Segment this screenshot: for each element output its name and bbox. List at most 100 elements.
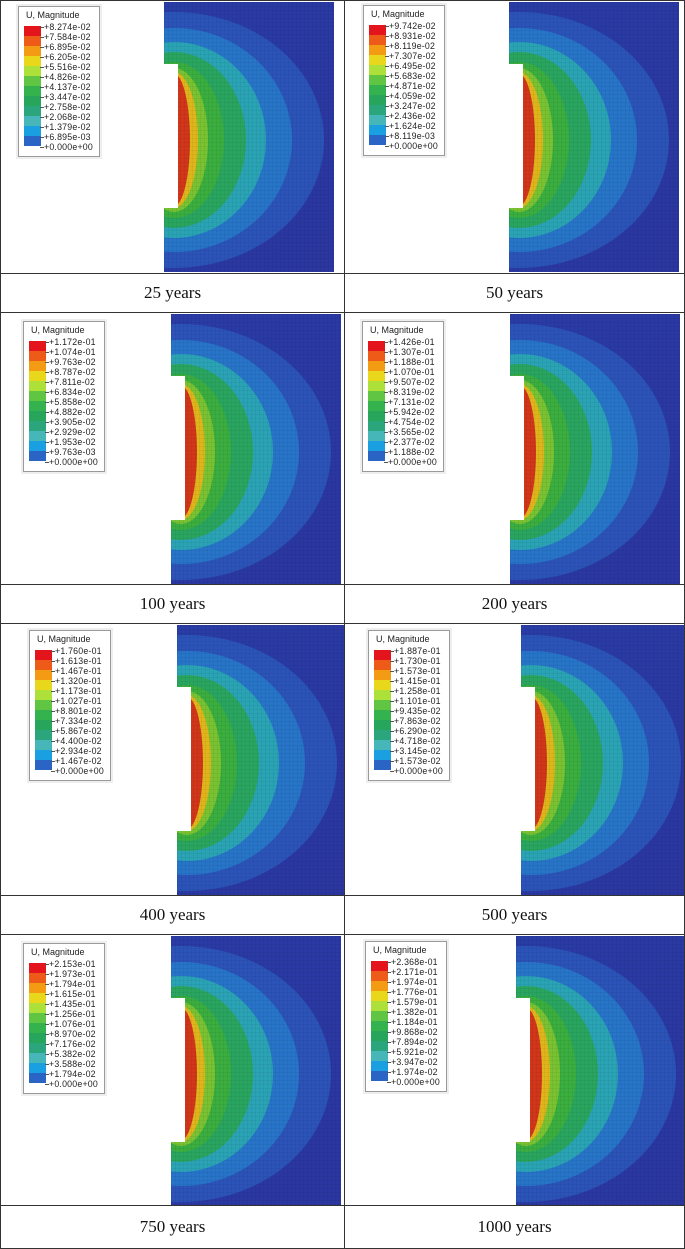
legend-body: +9.742e-02 +8.931e-02 +8.119e-02 +7.307e-02… [369, 21, 438, 151]
legend-value: +7.894e-02 [387, 1037, 440, 1047]
legend-value: +4.400e-02 [51, 736, 104, 746]
legend-value: +6.834e-02 [45, 387, 98, 397]
panel-caption: 25 years [1, 274, 345, 313]
legend-value: +1.074e-01 [45, 347, 98, 357]
legend-value: +2.153e-01 [45, 959, 98, 969]
legend-value: +2.758e-02 [40, 102, 93, 112]
panel-caption: 200 years [345, 585, 684, 624]
contour-plot-cell: U, Magnitude +1.172e-01 +1.074e-01 +9.763e-… [1, 313, 345, 585]
legend-labels: +1.887e-01 +1.730e-01 +1.573e-01 +1.415e-01… [390, 646, 443, 776]
legend-labels: +1.760e-01 +1.613e-01 +1.467e-01 +1.320e-01… [51, 646, 104, 776]
legend-labels: +1.172e-01 +1.074e-01 +9.763e-02 +8.787e-02… [45, 337, 98, 467]
legend-color-bar [371, 961, 388, 1087]
legend-body: +1.760e-01 +1.613e-01 +1.467e-01 +1.320e-01… [35, 646, 104, 776]
contour-plot-cell: U, Magnitude +1.887e-01 +1.730e-01 +1.573e-… [345, 624, 684, 896]
color-legend: U, Magnitude +8.274e-02 +7.584e-02 +6.895e-… [18, 6, 100, 157]
legend-value: +4.137e-02 [40, 82, 93, 92]
legend-value: +1.173e-01 [51, 686, 104, 696]
displacement-contour-plot [171, 936, 341, 1205]
legend-value: +1.467e-01 [51, 666, 104, 676]
legend-labels: +9.742e-02 +8.931e-02 +8.119e-02 +7.307e-02… [385, 21, 438, 151]
legend-value: +1.730e-01 [390, 656, 443, 666]
legend-body: +1.887e-01 +1.730e-01 +1.573e-01 +1.415e-01… [374, 646, 443, 776]
legend-value: +1.579e-01 [387, 997, 440, 1007]
legend-value: +3.247e-02 [385, 101, 438, 111]
legend-value: +1.027e-01 [51, 696, 104, 706]
panel-caption: 50 years [345, 274, 684, 313]
legend-title: U, Magnitude [371, 9, 425, 19]
legend-value: +2.377e-02 [384, 437, 437, 447]
legend-color-bar [374, 650, 391, 776]
legend-value: +5.942e-02 [384, 407, 437, 417]
legend-value: +1.760e-01 [51, 646, 104, 656]
legend-value: +1.887e-01 [390, 646, 443, 656]
legend-value: +2.068e-02 [40, 112, 93, 122]
color-legend: U, Magnitude +1.887e-01 +1.730e-01 +1.573e-… [368, 630, 450, 781]
legend-value: +2.929e-02 [45, 427, 98, 437]
displacement-contour-plot [516, 936, 684, 1205]
color-legend: U, Magnitude +9.742e-02 +8.931e-02 +8.119e-… [363, 5, 445, 156]
legend-value: +7.863e-02 [390, 716, 443, 726]
color-legend: U, Magnitude +1.172e-01 +1.074e-01 +9.763e-… [23, 321, 105, 472]
contour-plot-cell: U, Magnitude +2.368e-01 +2.171e-01 +1.974e-… [345, 935, 684, 1206]
legend-value: +2.171e-01 [387, 967, 440, 977]
legend-value: +8.319e-02 [384, 387, 437, 397]
legend-title: U, Magnitude [31, 947, 85, 957]
legend-value: +6.205e-02 [40, 52, 93, 62]
legend-value: +1.953e-02 [45, 437, 98, 447]
legend-value: +1.974e-01 [387, 977, 440, 987]
legend-value: +1.573e-02 [390, 756, 443, 766]
legend-value: +2.368e-01 [387, 957, 440, 967]
legend-value: +0.000e+00 [390, 766, 443, 776]
contour-plot-cell: U, Magnitude +1.760e-01 +1.613e-01 +1.467e-… [1, 624, 345, 896]
legend-title: U, Magnitude [26, 10, 80, 20]
legend-value: +9.763e-03 [45, 447, 98, 457]
legend-value: +3.905e-02 [45, 417, 98, 427]
legend-body: +2.153e-01 +1.973e-01 +1.794e-01 +1.615e-01… [29, 959, 98, 1089]
legend-value: +7.131e-02 [384, 397, 437, 407]
legend-value: +1.426e-01 [384, 337, 437, 347]
legend-value: +1.258e-01 [390, 686, 443, 696]
legend-value: +1.794e-02 [45, 1069, 98, 1079]
legend-value: +9.868e-02 [387, 1027, 440, 1037]
legend-value: +8.274e-02 [40, 22, 93, 32]
legend-value: +7.176e-02 [45, 1039, 98, 1049]
legend-value: +1.467e-02 [51, 756, 104, 766]
color-legend: U, Magnitude +1.760e-01 +1.613e-01 +1.467e-… [29, 630, 111, 781]
legend-value: +9.742e-02 [385, 21, 438, 31]
legend-value: +5.382e-02 [45, 1049, 98, 1059]
legend-value: +1.794e-01 [45, 979, 98, 989]
legend-color-bar [35, 650, 52, 776]
legend-value: +1.573e-01 [390, 666, 443, 676]
legend-value: +1.973e-01 [45, 969, 98, 979]
legend-color-bar [29, 341, 46, 467]
displacement-contour-plot [509, 2, 679, 272]
legend-title: U, Magnitude [376, 634, 430, 644]
legend-value: +5.683e-02 [385, 71, 438, 81]
legend-value: +7.811e-02 [45, 377, 98, 387]
legend-value: +5.516e-02 [40, 62, 93, 72]
legend-value: +1.184e-01 [387, 1017, 440, 1027]
legend-value: +0.000e+00 [51, 766, 104, 776]
displacement-contour-plot [510, 314, 680, 584]
legend-color-bar [29, 963, 46, 1089]
legend-title: U, Magnitude [31, 325, 85, 335]
legend-value: +3.588e-02 [45, 1059, 98, 1069]
contour-plot-cell: U, Magnitude +1.426e-01 +1.307e-01 +1.188e-… [345, 313, 684, 585]
legend-value: +9.435e-02 [390, 706, 443, 716]
panel-caption: 400 years [1, 896, 345, 935]
legend-labels: +2.368e-01 +2.171e-01 +1.974e-01 +1.776e-01… [387, 957, 440, 1087]
legend-value: +1.188e-01 [384, 357, 437, 367]
legend-value: +5.858e-02 [45, 397, 98, 407]
legend-color-bar [24, 26, 41, 152]
legend-value: +8.787e-02 [45, 367, 98, 377]
panel-caption: 100 years [1, 585, 345, 624]
legend-value: +4.826e-02 [40, 72, 93, 82]
legend-value: +1.613e-01 [51, 656, 104, 666]
legend-title: U, Magnitude [373, 945, 427, 955]
legend-value: +6.895e-02 [40, 42, 93, 52]
legend-value: +1.188e-02 [384, 447, 437, 457]
legend-value: +8.970e-02 [45, 1029, 98, 1039]
legend-labels: +2.153e-01 +1.973e-01 +1.794e-01 +1.615e-01… [45, 959, 98, 1089]
legend-value: +4.718e-02 [390, 736, 443, 746]
